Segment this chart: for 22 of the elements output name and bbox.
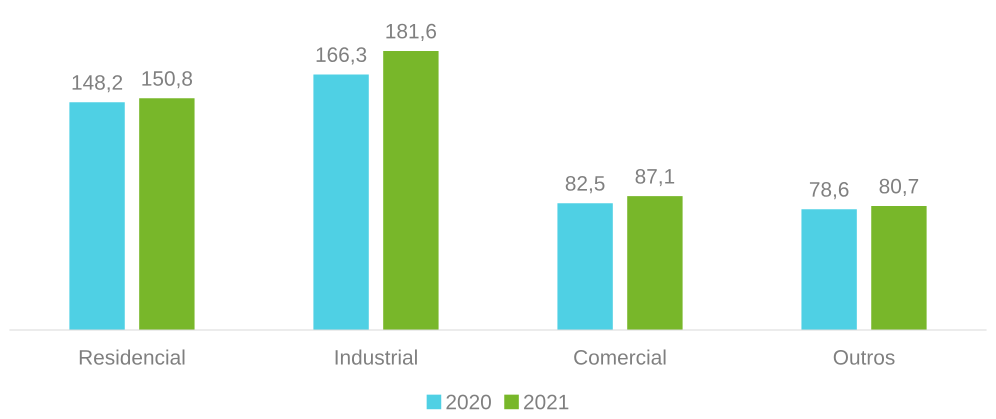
x-tick-label: Residencial	[80, 349, 184, 365]
bar	[313, 74, 369, 330]
data-label: 148,2	[72, 75, 122, 92]
data-label: 150,8	[142, 71, 192, 88]
data-label: 181,6	[386, 24, 436, 41]
x-tick-label: Industrial	[336, 349, 417, 365]
bar	[383, 50, 439, 330]
data-label: 166,3	[316, 47, 366, 64]
data-label: 87,1	[636, 168, 674, 186]
bar	[557, 203, 613, 330]
data-label: 78,6	[810, 182, 848, 200]
legend-label: 2021	[524, 394, 568, 410]
bar	[139, 98, 195, 330]
bar	[801, 209, 857, 330]
data-label: 82,5	[566, 176, 605, 194]
bar	[627, 196, 683, 330]
bar	[69, 102, 125, 330]
legend-label: 2020	[446, 394, 491, 410]
data-label: 80,7	[880, 178, 918, 196]
x-tick-label: Comercial	[574, 349, 666, 365]
x-tick-label: Outros	[834, 350, 895, 365]
bar	[871, 206, 927, 330]
